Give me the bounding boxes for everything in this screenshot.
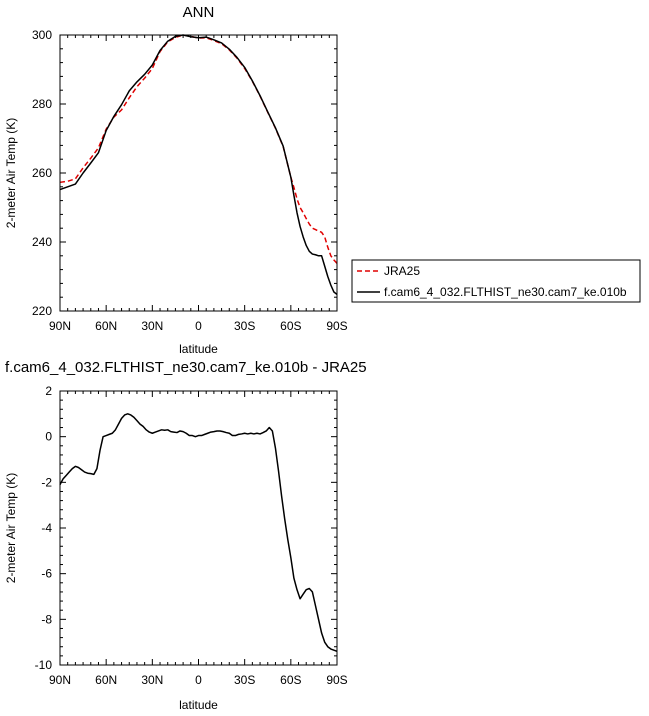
bottom-plot-frame [59, 390, 338, 666]
top-x-tick-label: 60N [95, 319, 117, 333]
bottom-x-tick-label: 0 [195, 673, 202, 687]
bottom-x-tick-label: 30N [141, 673, 163, 687]
bottom-y-tick-label: 2 [45, 384, 52, 398]
bottom-y-tick-label: -10 [35, 658, 53, 672]
bottom-x-tick-label: 30S [234, 673, 255, 687]
top-y-tick-label: 300 [32, 28, 52, 42]
top-x-tick-label: 90S [326, 319, 347, 333]
top-y-tick-label: 260 [32, 166, 52, 180]
bottom-plot-difference: f.cam6_4_032.FLTHIST_ne30.cam7_ke.010b -… [4, 359, 367, 712]
bottom-plot-x-axis-label: latitude [179, 698, 218, 712]
legend: JRA25 f.cam6_4_032.FLTHIST_ne30.cam7_ke.… [351, 259, 641, 303]
top-series-line-1 [59, 34, 338, 296]
top-plot-annual-temperature: ANN 90N 60N 30N 0 30S 60S 90S 220240260280300 … [4, 4, 348, 356]
bottom-x-tick-label: 60S [280, 673, 301, 687]
top-x-tick-label: 0 [195, 319, 202, 333]
top-plot-x-axis: 90N 60N 30N 0 30S 60S 90S [49, 35, 348, 333]
bottom-x-tick-label: 60N [95, 673, 117, 687]
top-y-tick-label: 220 [32, 304, 52, 318]
top-x-tick-label: 90N [49, 319, 71, 333]
top-x-tick-label: 30S [234, 319, 255, 333]
top-plot-title: ANN [183, 4, 215, 21]
legend-label-model: f.cam6_4_032.FLTHIST_ne30.cam7_ke.010b [384, 285, 627, 299]
bottom-plot-x-axis: 90N 60N 30N 0 30S 60S 90S [49, 391, 348, 687]
bottom-y-tick-label: -6 [41, 567, 52, 581]
top-y-tick-label: 280 [32, 97, 52, 111]
bottom-x-tick-label: 90S [326, 673, 347, 687]
legend-label-jra25: JRA25 [384, 264, 420, 278]
bottom-y-tick-label: -8 [41, 612, 52, 626]
top-plot-frame [59, 34, 338, 312]
top-series-line-0 [59, 34, 338, 264]
top-plot-x-axis-label: latitude [179, 342, 218, 356]
legend-box [351, 259, 641, 303]
top-plot-series-group [59, 34, 338, 296]
top-y-tick-label: 240 [32, 235, 52, 249]
top-x-tick-label: 30N [141, 319, 163, 333]
top-x-tick-label: 60S [280, 319, 301, 333]
top-plot-y-axis: 220 240 260 280 300 [32, 28, 337, 318]
bottom-plot-y-axis: -10 -8 -6 -4 -2 0 2 [35, 384, 337, 672]
bottom-y-tick-label: 0 [45, 430, 52, 444]
bottom-plot-title: f.cam6_4_032.FLTHIST_ne30.cam7_ke.010b -… [5, 359, 367, 376]
bottom-x-tick-label: 90N [49, 673, 71, 687]
bottom-series-line-0 [59, 413, 338, 653]
bottom-y-tick-label: -4 [41, 521, 52, 535]
top-plot-y-axis-label: 2-meter Air Temp (K) [4, 118, 18, 228]
bottom-plot-y-axis-label: 2-meter Air Temp (K) [4, 473, 18, 583]
bottom-plot-series-group [59, 413, 338, 653]
bottom-y-tick-label: -2 [41, 475, 52, 489]
